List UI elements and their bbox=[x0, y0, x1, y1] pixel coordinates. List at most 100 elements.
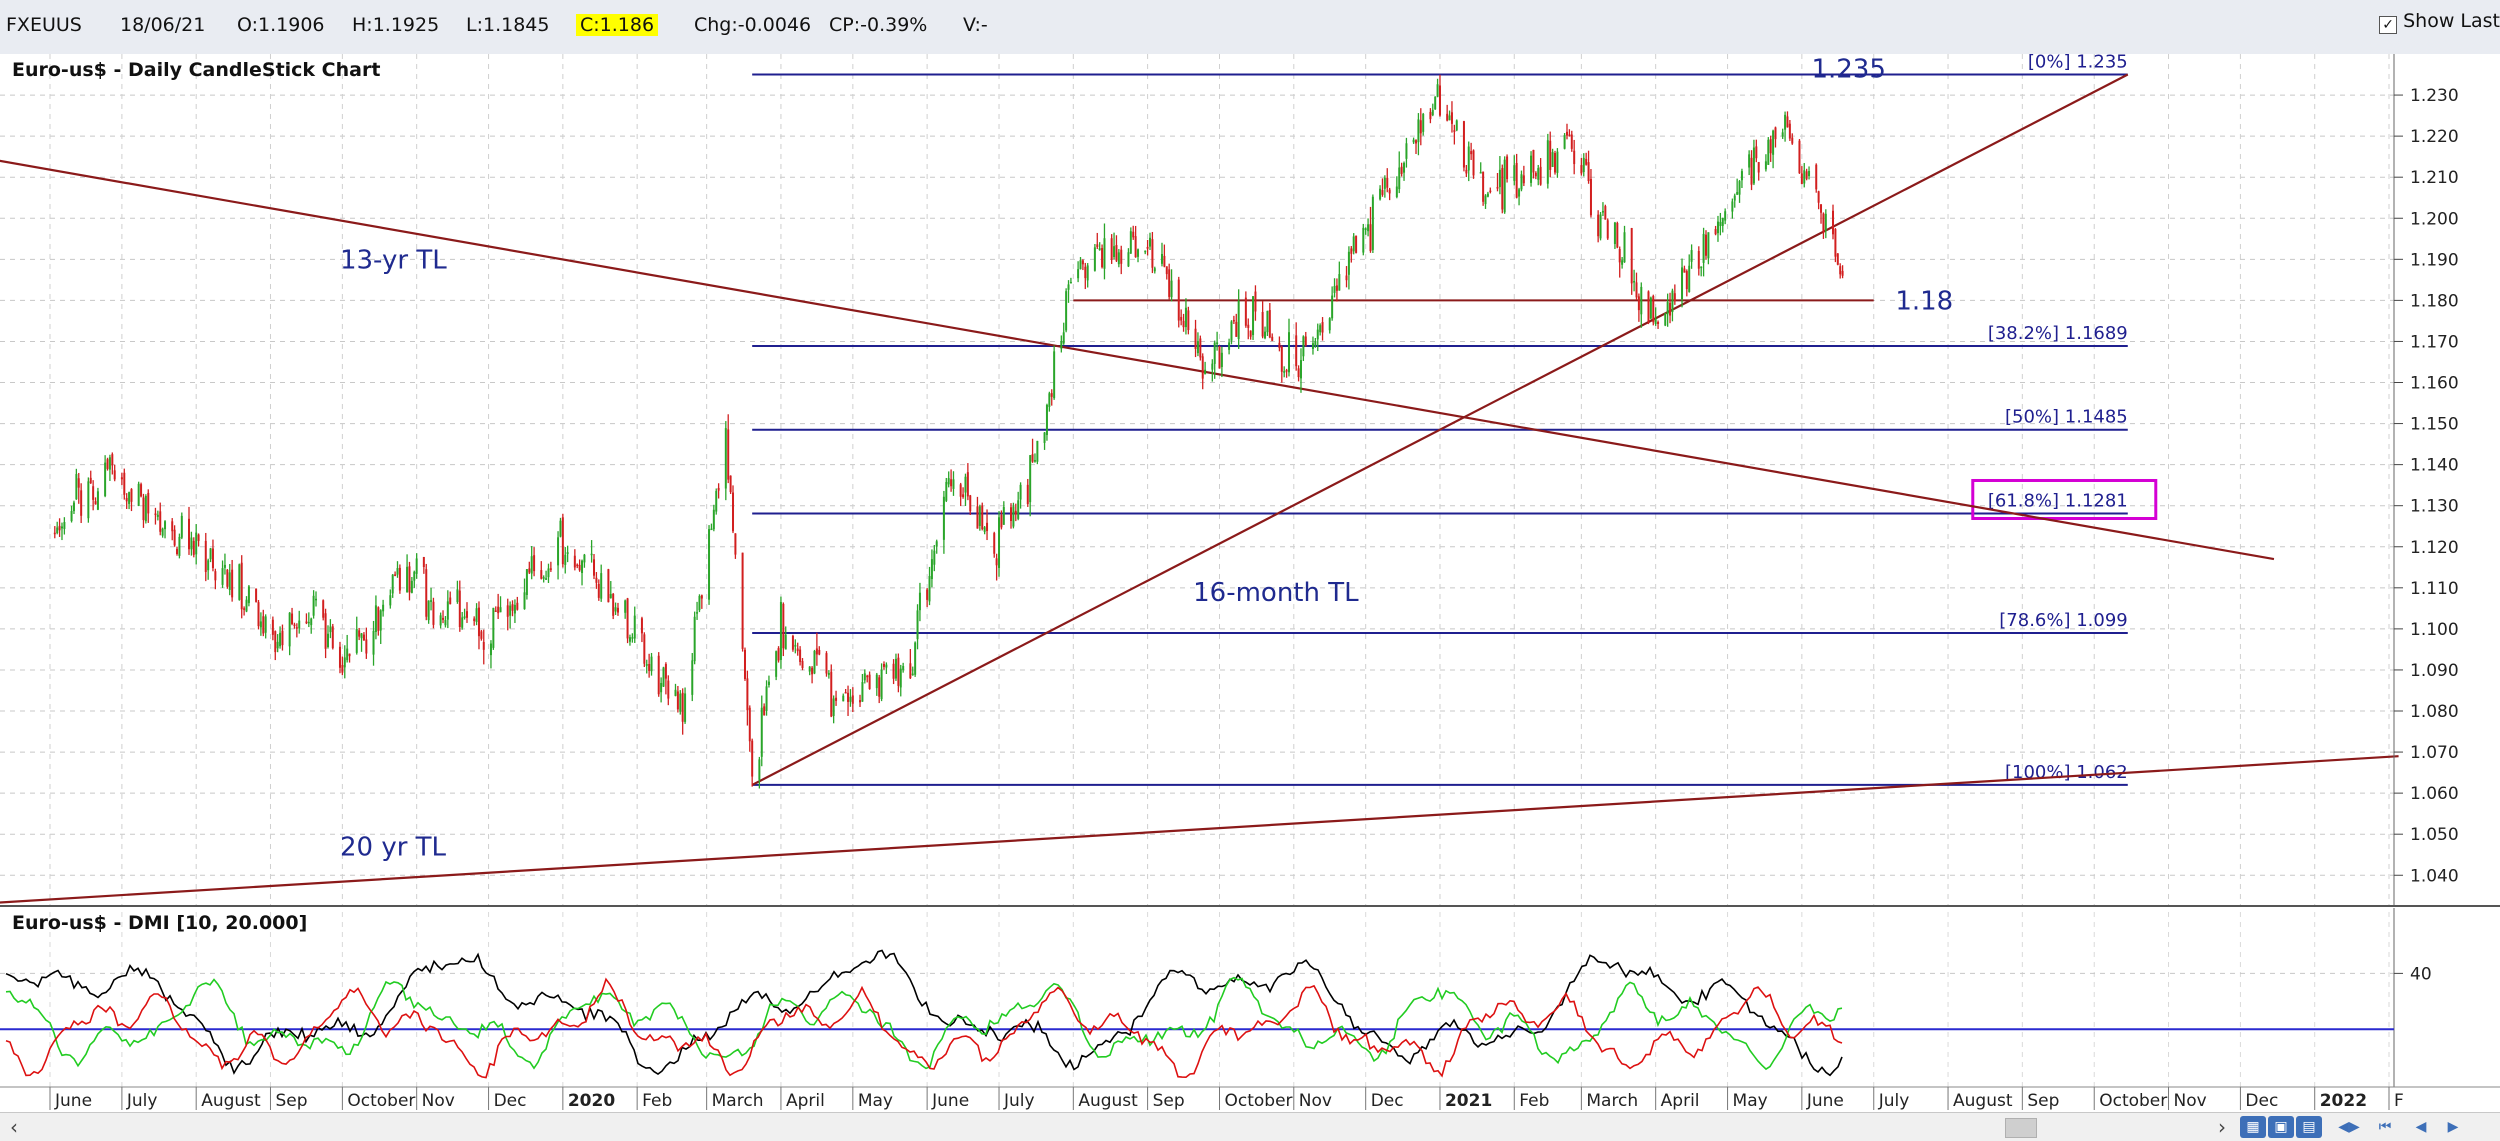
candlestick bbox=[281, 624, 284, 651]
date-tick-label: Nov bbox=[1299, 1091, 1332, 1111]
candlestick bbox=[96, 487, 99, 511]
candlestick bbox=[741, 552, 744, 652]
horizontal-scrollbar[interactable]: ‹ › ▦ ▣ ▤ ◀▶ ⏮ ◀ ▶ bbox=[0, 1112, 2500, 1141]
candlestick bbox=[969, 494, 972, 516]
candlestick bbox=[1479, 162, 1482, 174]
candlestick bbox=[1065, 288, 1068, 333]
candlestick bbox=[581, 559, 584, 586]
candlestick bbox=[1582, 153, 1585, 177]
candlestick bbox=[1637, 293, 1640, 322]
candlestick bbox=[1084, 262, 1087, 290]
candlestick bbox=[1671, 288, 1674, 322]
candlestick bbox=[171, 518, 174, 541]
candlestick bbox=[1489, 187, 1492, 194]
candlestick bbox=[664, 662, 667, 695]
candlestick bbox=[147, 489, 150, 523]
candlestick bbox=[60, 522, 63, 541]
candlestick bbox=[628, 634, 631, 646]
candlestick bbox=[111, 452, 114, 475]
candlestick bbox=[1764, 154, 1767, 172]
candlestick bbox=[830, 664, 833, 718]
candlestick bbox=[825, 651, 828, 677]
candlestick bbox=[868, 671, 871, 690]
candlestick bbox=[1570, 130, 1573, 152]
candlestick bbox=[863, 669, 866, 684]
candlestick bbox=[1755, 139, 1758, 163]
scrollbar-thumb[interactable] bbox=[2005, 1118, 2037, 1138]
chart-settings-icon[interactable]: ▦ bbox=[2240, 1116, 2266, 1138]
price-tick-label: 1.060 bbox=[2410, 784, 2459, 804]
grid-lines bbox=[0, 54, 2394, 1087]
candlestick bbox=[377, 606, 380, 636]
candlestick bbox=[456, 580, 459, 604]
candlestick bbox=[1093, 244, 1096, 272]
candlestick bbox=[406, 554, 409, 593]
step-forward-icon[interactable]: ▶ bbox=[2447, 1119, 2459, 1135]
show-last-toggle[interactable]: ✓ Show Last bbox=[2379, 10, 2500, 34]
date-tick-label: August bbox=[1078, 1091, 1138, 1111]
candlestick bbox=[461, 612, 464, 630]
candlestick bbox=[264, 614, 267, 639]
scroll-start-icon[interactable]: ⏮ bbox=[2378, 1119, 2392, 1135]
candlestick bbox=[942, 490, 945, 554]
price-chart-title: Euro-us$ - Daily CandleStick Chart bbox=[12, 59, 380, 81]
candlestick bbox=[643, 632, 646, 668]
candlestick bbox=[573, 549, 576, 571]
scroll-right-icon[interactable]: › bbox=[2218, 1115, 2226, 1139]
scroll-left-icon[interactable]: ‹ bbox=[10, 1115, 18, 1139]
chart-save-icon[interactable]: ▣ bbox=[2268, 1116, 2294, 1138]
candlestick bbox=[1707, 232, 1710, 265]
candlestick bbox=[1184, 298, 1187, 335]
candlestick bbox=[1347, 246, 1350, 290]
dmi-series-line bbox=[5, 977, 1843, 1079]
candlestick bbox=[758, 756, 761, 789]
candlestick bbox=[1714, 225, 1717, 236]
high-text: H:1.1925 bbox=[352, 14, 440, 36]
candlestick bbox=[1817, 190, 1820, 210]
candlestick bbox=[674, 683, 677, 697]
fib-label: [78.6%] 1.099 bbox=[1999, 610, 2127, 631]
candlestick bbox=[691, 652, 694, 702]
show-last-checkbox[interactable]: ✓ bbox=[2379, 16, 2398, 34]
step-back-icon[interactable]: ◀ bbox=[2415, 1119, 2427, 1135]
candlestick bbox=[1345, 266, 1348, 288]
candlestick bbox=[331, 623, 334, 650]
candlestick bbox=[1436, 78, 1439, 98]
price-tick-label: 1.160 bbox=[2410, 374, 2459, 394]
candlestick bbox=[365, 627, 368, 659]
candlestick bbox=[279, 626, 282, 649]
candlestick bbox=[1649, 296, 1652, 320]
candlestick bbox=[1599, 212, 1602, 241]
annotations: 1.235 13-yr TL 1.18 16-month TL 20 yr TL bbox=[340, 54, 1953, 862]
date-tick-label: Dec bbox=[494, 1091, 527, 1111]
date-tick-label: 2022 bbox=[2320, 1091, 2367, 1111]
candlestick bbox=[1086, 263, 1089, 288]
candlestick bbox=[442, 610, 445, 624]
candlestick bbox=[1364, 227, 1367, 235]
candlestick bbox=[1820, 204, 1823, 224]
candlestick bbox=[1033, 453, 1036, 463]
zoom-out-icon[interactable]: ◀▶ bbox=[2338, 1119, 2360, 1135]
candlestick bbox=[1834, 228, 1837, 263]
candlestick bbox=[928, 566, 931, 606]
trendlines bbox=[0, 73, 2399, 904]
candlestick bbox=[1839, 263, 1842, 279]
candlestick bbox=[866, 674, 869, 683]
date-tick-label: Feb bbox=[642, 1091, 672, 1111]
candlestick bbox=[595, 572, 598, 589]
candlestick bbox=[696, 601, 699, 620]
chart-print-icon[interactable]: ▤ bbox=[2296, 1116, 2322, 1138]
candlestick bbox=[1450, 101, 1453, 133]
candlestick bbox=[1484, 194, 1487, 209]
candlestick bbox=[80, 483, 83, 524]
candlestick bbox=[1160, 242, 1163, 267]
candlestick bbox=[1431, 103, 1434, 117]
candlestick bbox=[489, 640, 492, 669]
date-tick-label: May bbox=[858, 1091, 893, 1111]
candlestick bbox=[494, 606, 497, 612]
candlestick bbox=[1666, 293, 1669, 327]
candlestick bbox=[952, 471, 955, 496]
candlestick bbox=[1113, 232, 1116, 260]
candlestick bbox=[1412, 137, 1415, 144]
candlestick bbox=[847, 685, 850, 716]
